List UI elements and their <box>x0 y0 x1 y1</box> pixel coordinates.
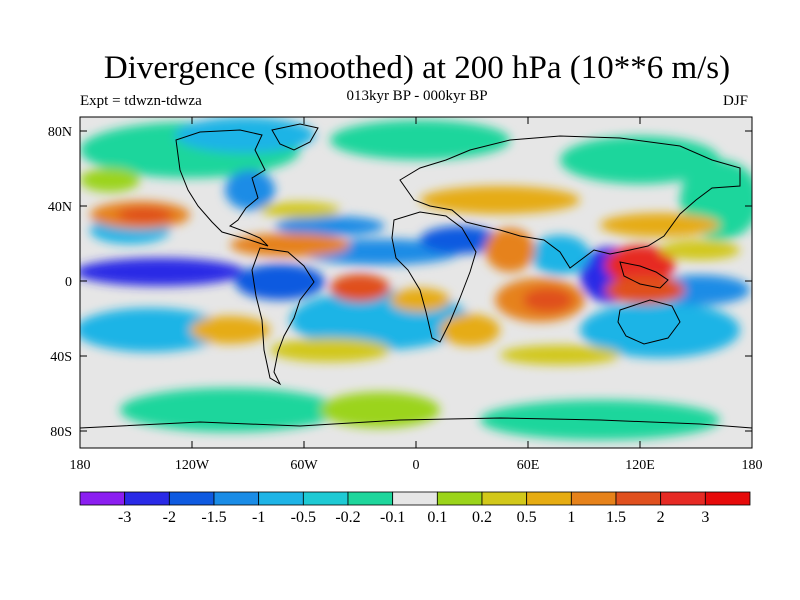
colorbar-swatch <box>79 491 126 506</box>
colorbar-label: -1.5 <box>201 509 226 526</box>
map-subtitle: 013kyr BP - 000kyr BP <box>346 88 488 104</box>
colorbar-swatch <box>436 491 483 506</box>
colorbar-swatch <box>660 491 706 506</box>
experiment-label: Expt = tdwzn-tdwza <box>80 93 202 109</box>
colorbar-label: -0.2 <box>335 509 360 526</box>
colorbar-label: -0.1 <box>380 509 405 526</box>
colorbar-label: 1.5 <box>606 509 626 526</box>
colorbar-swatch <box>258 491 304 506</box>
colorbar-swatch <box>704 491 751 506</box>
colorbar-label: -0.5 <box>291 509 316 526</box>
lon-tick-label: 120W <box>175 458 210 473</box>
colorbar-label: 3 <box>701 509 709 526</box>
lat-tick-label: 40S <box>50 350 72 365</box>
lat-tick-label: 0 <box>65 275 72 290</box>
colorbar-label: 1 <box>567 509 575 526</box>
colorbar: -3 -2 -1.5 -1 -0.5 -0.2 -0.1 0.1 0.2 0.5 1 1.5 2 3 <box>79 491 751 526</box>
lon-tick-label: 180 <box>742 458 763 473</box>
colorbar-swatch <box>392 491 438 506</box>
colorbar-label: -3 <box>118 509 131 526</box>
colorbar-swatch <box>168 491 215 506</box>
colorbar-swatch <box>481 491 528 506</box>
colorbar-swatch <box>213 491 260 506</box>
colorbar-swatch <box>302 491 349 506</box>
colorbar-swatch <box>570 491 617 506</box>
contour-field <box>80 117 752 448</box>
lon-tick-label: 180 <box>70 458 91 473</box>
season-label: DJF <box>723 93 749 109</box>
lon-tick-label: 0 <box>413 458 420 473</box>
lat-tick-label: 80S <box>50 425 72 440</box>
longitude-axis: 180 120W 60W 0 60E 120E 180 <box>70 117 763 473</box>
coastlines <box>80 123 752 429</box>
colorbar-label: -1 <box>252 509 265 526</box>
colorbar-label: 0.1 <box>427 509 447 526</box>
lat-tick-label: 80N <box>48 125 72 140</box>
latitude-axis: 80N 40N 0 40S 80S <box>48 125 752 440</box>
colorbar-label: 2 <box>657 509 665 526</box>
colorbar-swatch <box>347 491 394 506</box>
lon-tick-label: 60E <box>517 458 540 473</box>
colorbar-swatch <box>526 491 572 506</box>
colorbar-label: 0.2 <box>472 509 492 526</box>
lat-tick-label: 40N <box>48 200 72 215</box>
colorbar-swatch <box>124 491 170 506</box>
lon-tick-label: 120E <box>625 458 655 473</box>
colorbar-label: -2 <box>163 509 176 526</box>
colorbar-swatch <box>615 491 662 506</box>
colorbar-label: 0.5 <box>517 509 537 526</box>
map-title: Divergence (smoothed) at 200 hPa (10**6 … <box>103 50 731 86</box>
lon-tick-label: 60W <box>290 458 318 473</box>
